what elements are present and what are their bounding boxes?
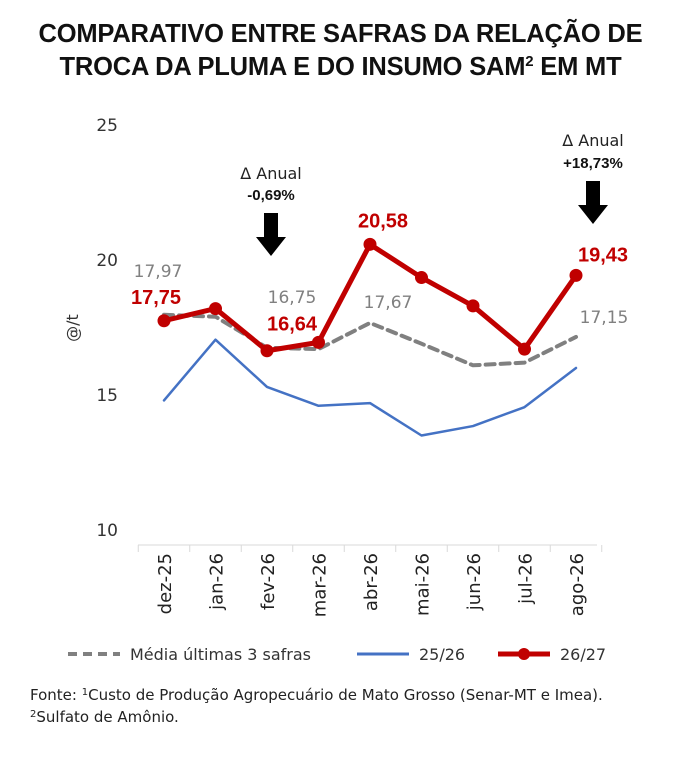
legend-swatch-2627: [498, 648, 550, 660]
series-marker-2: [209, 302, 222, 316]
annotation-value: -0,69%: [247, 187, 295, 204]
title-superscript: 2: [525, 53, 534, 70]
data-label: 19,43: [578, 244, 628, 266]
x-tick-label-jun-26: jun-26: [464, 553, 485, 611]
annotation-value: +18,73%: [563, 155, 623, 172]
legend-item-media: Média últimas 3 safras: [66, 640, 311, 668]
x-tick-label-abr-26: abr-26: [361, 553, 382, 611]
chart-title: COMPARATIVO ENTRE SAFRAS DA RELAÇÃO DE T…: [0, 18, 681, 84]
y-tick-label: 10: [96, 521, 118, 541]
line-chart: 10 15 20 25 @/t dez-25 jan-26 fev-26 mar-26 abr-2…: [63, 116, 628, 617]
chart-series: [157, 237, 583, 437]
annotation-title: Δ Anual: [240, 164, 302, 183]
data-label: 17,75: [131, 287, 181, 309]
y-tick-label: 15: [96, 386, 118, 406]
series-marker-2: [157, 314, 171, 328]
annotation-title: Δ Anual: [562, 131, 624, 150]
chart-annotations: Δ Anual -0,69% Δ Anual +18,73%: [240, 131, 624, 256]
legend-item-2526: 25/26: [355, 640, 465, 668]
legend-label-media: Média últimas 3 safras: [130, 644, 312, 664]
chart-axes: 10 15 20 25 @/t dez-25 jan-26 fev-26 mar-26 abr-2…: [63, 116, 603, 617]
x-tick-label-mar-26: mar-26: [310, 553, 331, 617]
data-label: 16,75: [268, 288, 317, 308]
footnote-sup-1: 1: [81, 687, 89, 698]
data-label: 17,67: [364, 293, 413, 313]
series-marker-2: [518, 342, 531, 356]
footnote-prefix: Fonte:: [30, 686, 82, 704]
x-tick-label-jan-26: jan-26: [207, 553, 228, 611]
chart-data-labels: 17,75 16,64 20,58 19,43 17,97 16,75 17,67 17,15: [131, 210, 628, 335]
legend-swatch-media: [68, 652, 120, 656]
source-footnote: Fonte: 1Custo de Produção Agropecuário d…: [30, 684, 670, 728]
footnote-sup-2: 2: [30, 709, 37, 720]
x-tick-label-fev-26: fev-26: [258, 553, 279, 610]
down-arrow-icon: [256, 213, 286, 256]
series-line-1: [162, 338, 578, 437]
legend-label-2627: 26/27: [560, 644, 607, 664]
legend-item-2627: 26/27: [496, 640, 606, 668]
x-tick-label-mai-26: mai-26: [413, 553, 434, 616]
footnote-sulfato-text: Sulfato de Amônio.: [36, 708, 179, 726]
chart-legend: Média últimas 3 safras 25/26 26/27: [0, 640, 681, 668]
down-arrow-icon: [578, 181, 608, 224]
chart-title-end: EM MT: [533, 53, 622, 81]
series-marker-2: [415, 271, 428, 285]
y-axis-label: @/t: [63, 314, 82, 342]
y-tick-label: 20: [96, 251, 118, 271]
series-marker-2: [312, 335, 325, 349]
series-marker-2: [260, 344, 274, 358]
data-label: 17,97: [134, 262, 183, 282]
y-tick-label: 25: [96, 116, 118, 136]
series-marker-2: [466, 299, 480, 313]
data-label: 17,15: [580, 308, 629, 328]
data-label: 16,64: [267, 314, 318, 336]
series-marker-2: [569, 268, 583, 282]
x-tick-label-ago-26: ago-26: [567, 553, 588, 616]
x-tick-label-jul-26: jul-26: [516, 553, 537, 605]
footnote-source-text: Custo de Produção Agropecuário de Mato G…: [88, 686, 603, 704]
series-marker-2: [363, 237, 377, 251]
data-label: 20,58: [358, 210, 408, 232]
legend-label-2526: 25/26: [419, 644, 466, 664]
legend-swatch-2526: [357, 652, 409, 656]
x-tick-label-dez-25: dez-25: [155, 553, 176, 614]
series-line-0: [162, 312, 578, 368]
chart-title-text: COMPARATIVO ENTRE SAFRAS DA RELAÇÃO DE T…: [38, 20, 643, 81]
